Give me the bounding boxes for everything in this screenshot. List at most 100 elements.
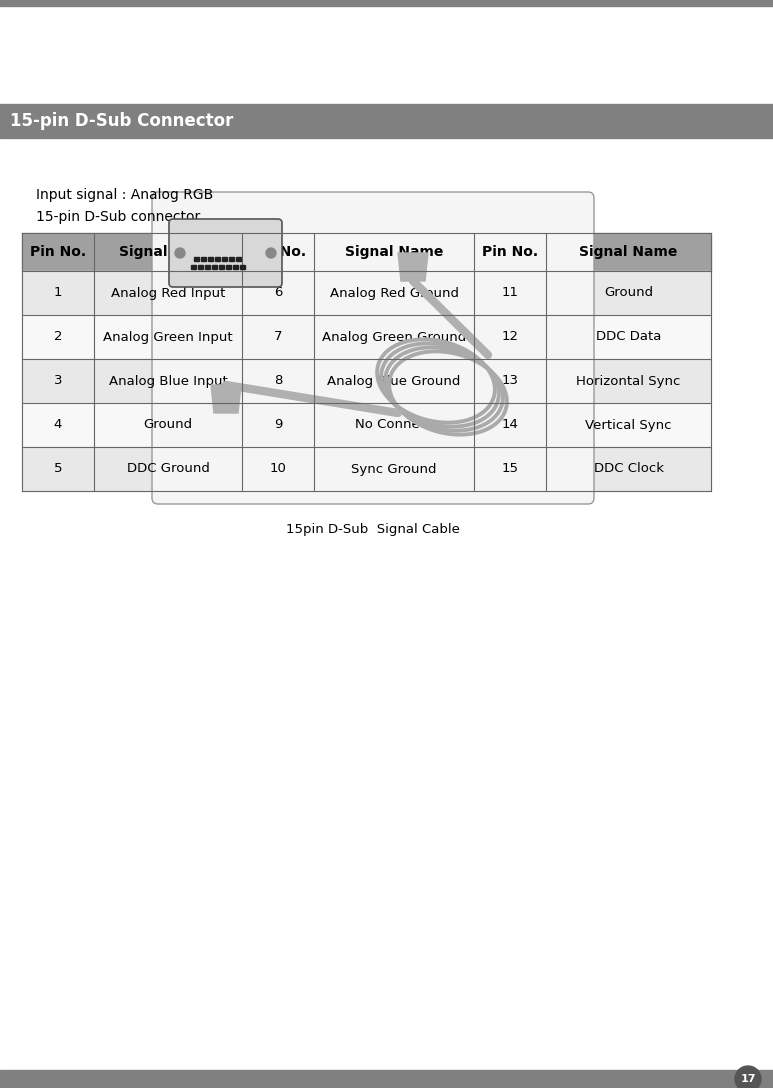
Bar	[94, 447, 242, 491]
Bar	[219, 265, 224, 269]
Bar	[546, 233, 711, 271]
FancyBboxPatch shape	[152, 191, 594, 504]
Bar	[314, 359, 474, 403]
Text: DDC Ground: DDC Ground	[127, 462, 209, 475]
Text: 6: 6	[274, 286, 282, 299]
Text: 1: 1	[54, 286, 63, 299]
Bar	[94, 316, 242, 359]
Bar	[201, 257, 206, 261]
Bar	[242, 233, 314, 271]
Text: 12: 12	[502, 331, 519, 344]
Bar	[242, 271, 314, 316]
Text: Ground: Ground	[144, 419, 192, 432]
Text: 8: 8	[274, 374, 282, 387]
Bar	[0, 0, 773, 7]
Text: Pin No.: Pin No.	[30, 245, 86, 259]
Circle shape	[266, 248, 276, 258]
Bar	[242, 316, 314, 359]
Text: Vertical Sync: Vertical Sync	[585, 419, 672, 432]
Bar	[242, 359, 314, 403]
Text: 3: 3	[54, 374, 63, 387]
Bar	[546, 316, 711, 359]
Text: Ground: Ground	[604, 286, 653, 299]
Bar	[205, 265, 210, 269]
Bar	[22, 359, 94, 403]
Text: 10: 10	[270, 462, 287, 475]
Bar	[314, 316, 474, 359]
Bar	[474, 403, 546, 447]
Bar	[546, 403, 711, 447]
Bar	[474, 359, 546, 403]
Text: DDC Clock: DDC Clock	[594, 462, 663, 475]
Bar	[94, 271, 242, 316]
Bar	[474, 233, 546, 271]
Bar	[314, 403, 474, 447]
Text: No Connect: No Connect	[356, 419, 433, 432]
Bar	[240, 265, 245, 269]
Text: 17: 17	[741, 1074, 756, 1084]
Text: Analog Blue Ground: Analog Blue Ground	[327, 374, 461, 387]
Bar	[0, 104, 773, 138]
Bar	[236, 257, 241, 261]
Bar	[22, 403, 94, 447]
Bar	[546, 447, 711, 491]
Bar	[198, 265, 203, 269]
Bar	[194, 257, 199, 261]
Text: 15-pin D-Sub connector: 15-pin D-Sub connector	[36, 210, 200, 224]
Text: Analog Red Ground: Analog Red Ground	[329, 286, 458, 299]
Text: 7: 7	[274, 331, 282, 344]
Text: Analog Green Input: Analog Green Input	[103, 331, 233, 344]
Text: 15-pin D-Sub Connector: 15-pin D-Sub Connector	[10, 112, 233, 129]
Text: Signal Name: Signal Name	[579, 245, 678, 259]
Text: 11: 11	[502, 286, 519, 299]
Text: 2: 2	[54, 331, 63, 344]
Bar	[0, 1070, 773, 1088]
Circle shape	[735, 1066, 761, 1088]
Bar	[226, 265, 231, 269]
Bar	[22, 447, 94, 491]
Bar	[314, 447, 474, 491]
Bar	[314, 271, 474, 316]
Bar	[474, 447, 546, 491]
Bar	[314, 233, 474, 271]
Bar	[22, 233, 94, 271]
Text: 4: 4	[54, 419, 62, 432]
Text: 13: 13	[502, 374, 519, 387]
Text: 5: 5	[54, 462, 63, 475]
Bar	[242, 447, 314, 491]
Bar	[22, 271, 94, 316]
Text: 9: 9	[274, 419, 282, 432]
Text: Signal Name: Signal Name	[345, 245, 443, 259]
Bar	[242, 403, 314, 447]
Bar	[94, 359, 242, 403]
Bar	[94, 403, 242, 447]
FancyBboxPatch shape	[169, 219, 282, 287]
Bar	[208, 257, 213, 261]
Text: Input signal : Analog RGB: Input signal : Analog RGB	[36, 188, 213, 202]
Text: DDC Data: DDC Data	[596, 331, 661, 344]
Text: Pin No.: Pin No.	[482, 245, 538, 259]
Text: 15: 15	[502, 462, 519, 475]
Bar	[474, 271, 546, 316]
Bar	[94, 233, 242, 271]
Text: Analog Red Input: Analog Red Input	[111, 286, 225, 299]
Text: Sync Ground: Sync Ground	[351, 462, 437, 475]
Bar	[212, 265, 217, 269]
Bar	[22, 316, 94, 359]
Text: Analog Green Ground: Analog Green Ground	[322, 331, 466, 344]
Text: Signal Name: Signal Name	[119, 245, 217, 259]
Bar	[546, 359, 711, 403]
Text: Pin No.: Pin No.	[250, 245, 306, 259]
Bar	[191, 265, 196, 269]
Text: 14: 14	[502, 419, 519, 432]
Bar	[474, 316, 546, 359]
Polygon shape	[211, 385, 241, 413]
Bar	[215, 257, 220, 261]
Circle shape	[175, 248, 185, 258]
Text: Analog Blue Input: Analog Blue Input	[109, 374, 227, 387]
Polygon shape	[398, 254, 428, 281]
Text: 15pin D-Sub  Signal Cable: 15pin D-Sub Signal Cable	[286, 523, 460, 536]
Bar	[546, 271, 711, 316]
Bar	[222, 257, 227, 261]
Bar	[233, 265, 238, 269]
